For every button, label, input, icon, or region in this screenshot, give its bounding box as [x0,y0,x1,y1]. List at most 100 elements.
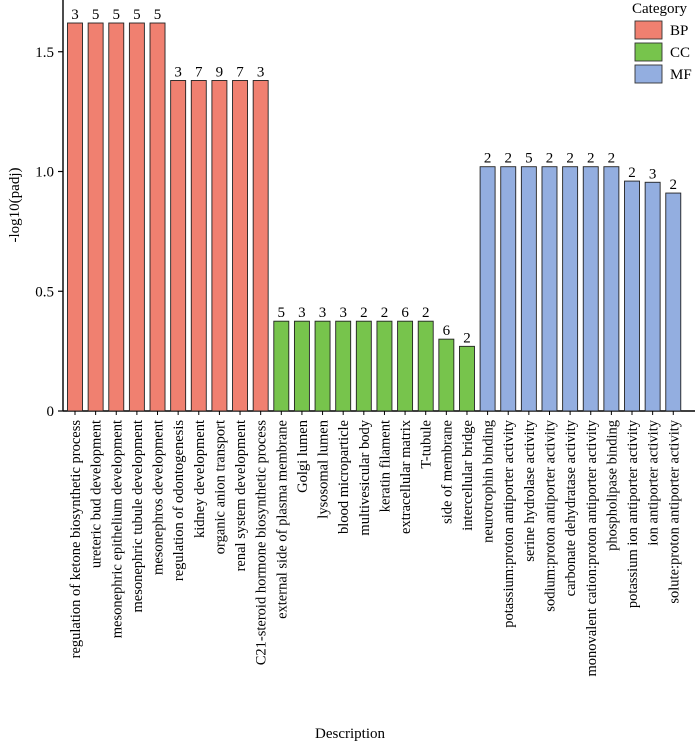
bar-count-label: 9 [216,64,224,80]
x-tick-label: side of membrane [439,420,455,524]
x-tick-label: mesonephric tubule development [130,420,146,612]
bar [500,166,517,412]
bar-count-label: 7 [195,64,203,80]
bar-count-label: 2 [566,151,574,167]
bar [335,320,352,412]
x-tick-label: regulation of odontogenesis [171,420,187,581]
bar [665,192,682,412]
bar [438,338,455,412]
legend-swatch [634,20,663,40]
bar [87,22,104,412]
x-tick-label: sodium:proton antiporter activity [542,419,558,611]
x-axis-label: Description [315,726,385,742]
count-labels-group: 3 5 5 5 53 7 9 7 35 3 3 3 2 2 6 26 22 2 5 2 2 2 22 32 [71,7,677,346]
bar [582,166,599,412]
bar [479,166,496,412]
bar-count-label: 5 [154,7,162,23]
bar [232,80,248,412]
bar-count-label: 6 [401,305,409,321]
x-tick-label: T-tubule [419,420,435,469]
bar [149,22,166,412]
bar [376,320,393,412]
x-tick-label: mesonephros development [151,420,167,575]
x-tick-label: blood microparticle [336,420,352,534]
x-tick-label: serine hydrolase activity [522,419,538,561]
x-tick-label: C21-steroid hormone biosynthetic process [254,420,270,666]
bar-count-label: 3 [649,166,657,182]
bar [355,320,372,412]
bar-count-label: 3 [71,7,79,23]
x-tick-label: mesonephric epithelium development [109,420,125,638]
bar-count-label: 5 [525,151,533,167]
bar [273,320,290,412]
x-tick-label: monovalent cation:proton antiporter acti… [584,419,600,676]
bar [603,166,620,412]
bar [314,320,331,412]
bar [108,22,125,412]
x-tick-label: Golgi lumen [295,419,311,493]
x-tick-label: ureteric bud development [89,420,105,568]
bar-count-label: 5 [278,305,286,321]
bar-count-label: 3 [174,64,182,80]
x-tick-label: potassium:proton antiporter activity [501,419,517,628]
y-axis-label: -log10(padj) [7,168,23,243]
x-tick-label: renal system development [233,420,249,571]
x-tick-labels-group: regulation of ketone biosynthetic proces… [68,411,682,677]
x-tick-label: external side of plasma membrane [274,420,290,619]
legend-label: BP [670,23,688,39]
bar-count-label: 2 [546,151,554,167]
x-tick-label: kidney development [192,420,208,538]
bar-count-label: 5 [113,7,121,23]
y-tick-label: 1.0 [35,165,54,181]
bar-count-label: 2 [381,305,389,321]
x-tick-label: multivesicular body [357,419,373,535]
bar-count-label: 2 [587,151,595,167]
bar-count-label: 5 [133,7,141,23]
bar [562,166,579,412]
legend-label: CC [670,45,690,61]
bar-count-label: 2 [670,177,678,193]
bar [190,80,207,412]
bar-count-label: 2 [628,165,636,181]
x-tick-label: carbonate dehydratase activity [563,419,579,596]
x-tick-label: intercellular bridge [460,420,476,531]
legend-swatch [634,64,663,84]
bar-count-label: 2 [484,151,492,167]
bar-count-label: 3 [257,64,265,80]
x-tick-label: organic anion transport [212,420,228,554]
x-tick-label: neurotrophin binding [481,420,497,543]
x-tick-label: lysosomal lumen [316,419,332,518]
y-tick-label: 0 [47,404,55,420]
x-tick-label: phospholipase binding [604,420,620,551]
legend: Category BP CC MF [632,1,692,84]
x-tick-label: regulation of ketone biosynthetic proces… [68,420,84,659]
bar [541,166,558,412]
y-tick-label: 0.5 [35,284,54,300]
y-tick-label: 1.5 [35,45,54,61]
bar-count-label: 2 [422,305,430,321]
bar [520,166,537,412]
bar [293,320,310,412]
bar-count-label: 3 [319,305,327,321]
bars-group [67,22,682,412]
legend-swatch [634,42,663,62]
bar [170,80,187,412]
bar-count-label: 7 [236,64,244,80]
bar-count-label: 6 [443,323,451,339]
bar [397,320,414,412]
x-tick-label: extracellular matrix [398,419,414,534]
x-tick-label: keratin filament [377,420,393,512]
legend-label: MF [670,67,692,83]
bar-count-label: 2 [360,305,368,321]
bar [459,345,475,412]
bar-count-label: 5 [92,7,100,23]
bar [624,180,640,412]
bar [67,22,83,412]
bar [252,80,269,412]
bar [644,181,661,412]
x-tick-label: solute:proton antiporter activity [666,419,682,603]
x-tick-label: ion antiporter activity [646,419,662,545]
x-tick-label: potassium ion antiporter activity [625,419,641,608]
bar [128,22,145,412]
